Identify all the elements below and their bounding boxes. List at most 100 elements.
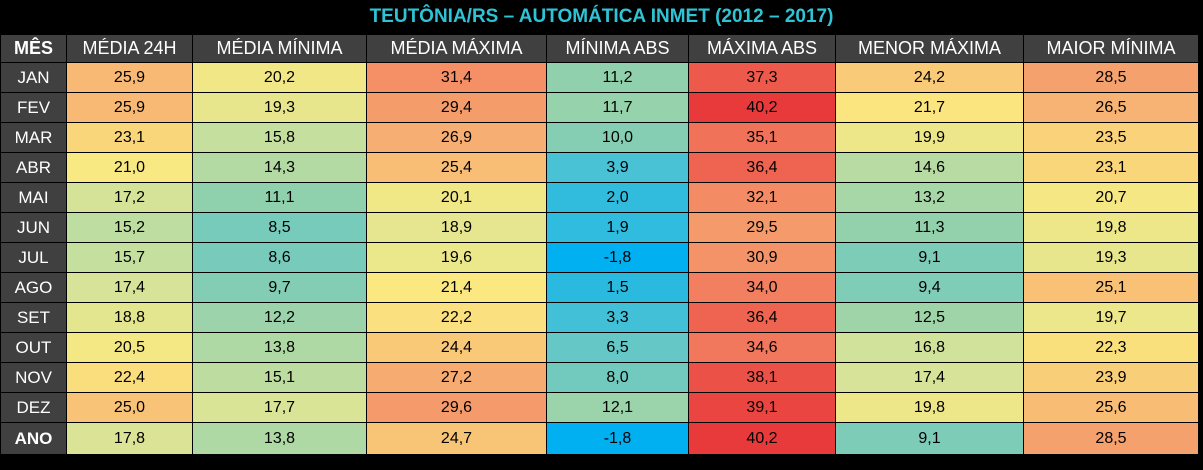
value-cell: 9,7 <box>192 272 367 303</box>
value-cell: -1,8 <box>546 242 689 273</box>
value-cell: 15,1 <box>192 362 367 393</box>
value-cell: 18,8 <box>66 302 193 333</box>
value-cell: 20,1 <box>366 182 547 213</box>
value-cell: 11,2 <box>546 62 689 93</box>
month-label: SET <box>0 302 67 333</box>
table-row: NOV 22,4 15,1 27,2 8,0 38,1 17,4 23,9 <box>0 362 1199 393</box>
col-header: MÉDIA 24H <box>66 34 193 63</box>
value-cell: 25,6 <box>1023 392 1199 423</box>
value-cell: 19,3 <box>192 92 367 123</box>
value-cell: 9,4 <box>835 272 1024 303</box>
table-body: JAN 25,9 20,2 31,4 11,2 37,3 24,2 28,5 FEV 25,9 19… <box>0 62 1199 455</box>
col-header: MÉDIA MÁXIMA <box>366 34 547 63</box>
value-cell: 22,4 <box>66 362 193 393</box>
value-cell: 29,4 <box>366 92 547 123</box>
value-cell: -1,8 <box>546 422 689 455</box>
value-cell: 25,0 <box>66 392 193 423</box>
month-label: NOV <box>0 362 67 393</box>
table-title: TEUTÔNIA/RS – AUTOMÁTICA INMET (2012 – 2… <box>369 6 834 27</box>
value-cell: 6,5 <box>546 332 689 363</box>
value-cell: 28,5 <box>1023 422 1199 455</box>
value-cell: 1,9 <box>546 212 689 243</box>
value-cell: 20,5 <box>66 332 193 363</box>
table-row: ANO 17,8 13,8 24,7 -1,8 40,2 9,1 28,5 <box>0 422 1199 455</box>
value-cell: 30,9 <box>688 242 836 273</box>
month-label: ANO <box>0 422 67 455</box>
month-label: FEV <box>0 92 67 123</box>
value-cell: 24,7 <box>366 422 547 455</box>
month-label: AGO <box>0 272 67 303</box>
value-cell: 25,9 <box>66 62 193 93</box>
col-header: MENOR MÁXIMA <box>835 34 1024 63</box>
value-cell: 38,1 <box>688 362 836 393</box>
value-cell: 34,0 <box>688 272 836 303</box>
value-cell: 26,5 <box>1023 92 1199 123</box>
value-cell: 20,7 <box>1023 182 1199 213</box>
value-cell: 39,1 <box>688 392 836 423</box>
value-cell: 21,4 <box>366 272 547 303</box>
value-cell: 19,6 <box>366 242 547 273</box>
value-cell: 14,3 <box>192 152 367 183</box>
value-cell: 31,4 <box>366 62 547 93</box>
table-row: ABR 21,0 14,3 25,4 3,9 36,4 14,6 23,1 <box>0 152 1199 183</box>
table-row: JUL 15,7 8,6 19,6 -1,8 30,9 9,1 19,3 <box>0 242 1199 273</box>
value-cell: 15,7 <box>66 242 193 273</box>
value-cell: 40,2 <box>688 92 836 123</box>
value-cell: 11,3 <box>835 212 1024 243</box>
climate-table: MÊS MÉDIA 24H MÉDIA MÍNIMA MÉDIA MÁXIMA … <box>0 34 1199 455</box>
month-label: JAN <box>0 62 67 93</box>
value-cell: 15,2 <box>66 212 193 243</box>
value-cell: 18,9 <box>366 212 547 243</box>
value-cell: 25,9 <box>66 92 193 123</box>
value-cell: 37,3 <box>688 62 836 93</box>
table-row: MAR 23,1 15,8 26,9 10,0 35,1 19,9 23,5 <box>0 122 1199 153</box>
value-cell: 11,1 <box>192 182 367 213</box>
value-cell: 13,2 <box>835 182 1024 213</box>
value-cell: 22,3 <box>1023 332 1199 363</box>
month-label: ABR <box>0 152 67 183</box>
value-cell: 28,5 <box>1023 62 1199 93</box>
col-header: MÍNIMA ABS <box>546 34 689 63</box>
value-cell: 14,6 <box>835 152 1024 183</box>
value-cell: 19,8 <box>1023 212 1199 243</box>
value-cell: 35,1 <box>688 122 836 153</box>
value-cell: 24,4 <box>366 332 547 363</box>
value-cell: 25,1 <box>1023 272 1199 303</box>
value-cell: 23,1 <box>66 122 193 153</box>
value-cell: 40,2 <box>688 422 836 455</box>
value-cell: 19,3 <box>1023 242 1199 273</box>
value-cell: 12,1 <box>546 392 689 423</box>
value-cell: 34,6 <box>688 332 836 363</box>
value-cell: 9,1 <box>835 422 1024 455</box>
value-cell: 3,9 <box>546 152 689 183</box>
value-cell: 36,4 <box>688 152 836 183</box>
value-cell: 17,8 <box>66 422 193 455</box>
value-cell: 11,7 <box>546 92 689 123</box>
value-cell: 19,7 <box>1023 302 1199 333</box>
value-cell: 1,5 <box>546 272 689 303</box>
value-cell: 26,9 <box>366 122 547 153</box>
table-row: FEV 25,9 19,3 29,4 11,7 40,2 21,7 26,5 <box>0 92 1199 123</box>
value-cell: 29,5 <box>688 212 836 243</box>
value-cell: 8,0 <box>546 362 689 393</box>
table-row: DEZ 25,0 17,7 29,6 12,1 39,1 19,8 25,6 <box>0 392 1199 423</box>
month-label: JUL <box>0 242 67 273</box>
value-cell: 2,0 <box>546 182 689 213</box>
month-label: MAR <box>0 122 67 153</box>
value-cell: 27,2 <box>366 362 547 393</box>
month-label: JUN <box>0 212 67 243</box>
value-cell: 9,1 <box>835 242 1024 273</box>
col-header: MAIOR MÍNIMA <box>1023 34 1199 63</box>
table-row: OUT 20,5 13,8 24,4 6,5 34,6 16,8 22,3 <box>0 332 1199 363</box>
value-cell: 25,4 <box>366 152 547 183</box>
value-cell: 17,7 <box>192 392 367 423</box>
value-cell: 17,2 <box>66 182 193 213</box>
value-cell: 19,8 <box>835 392 1024 423</box>
value-cell: 17,4 <box>835 362 1024 393</box>
value-cell: 21,7 <box>835 92 1024 123</box>
month-label: MAI <box>0 182 67 213</box>
col-header: MÁXIMA ABS <box>688 34 836 63</box>
value-cell: 19,9 <box>835 122 1024 153</box>
value-cell: 15,8 <box>192 122 367 153</box>
table-row: AGO 17,4 9,7 21,4 1,5 34,0 9,4 25,1 <box>0 272 1199 303</box>
